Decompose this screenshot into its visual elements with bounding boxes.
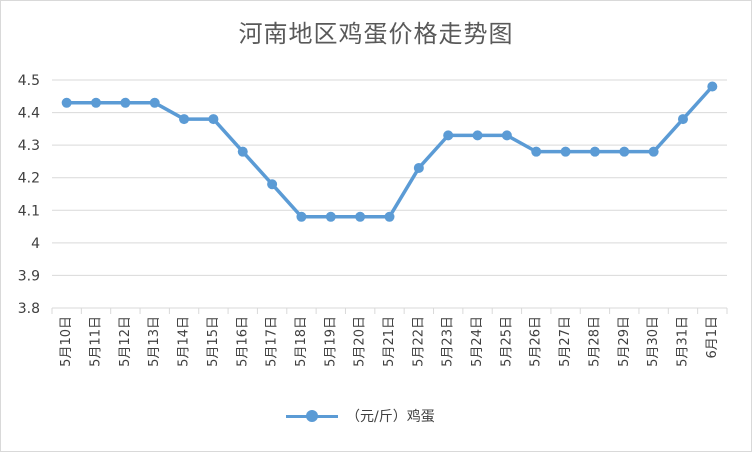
data-point [267,179,278,190]
data-point [208,114,219,125]
x-tick-label: 5月16日 [235,316,250,367]
data-point [91,97,102,108]
y-tick-label: 4.1 [18,203,40,219]
data-point [179,114,190,125]
data-point [149,97,160,108]
x-tick-label: 5月15日 [206,316,221,367]
data-point [560,146,571,157]
x-tick-label: 5月25日 [499,316,514,367]
y-tick-label: 3.8 [18,301,40,317]
x-tick-label: 5月23日 [441,316,456,367]
x-tick-label: 5月19日 [323,316,338,367]
x-tick-label: 5月12日 [118,316,133,367]
x-tick-label: 5月26日 [529,316,544,367]
y-tick-label: 4.2 [18,171,40,187]
data-point [707,81,718,92]
x-tick-label: 5月10日 [59,316,74,367]
x-tick-label: 5月29日 [617,316,632,367]
x-tick-label: 5月11日 [89,316,104,367]
x-tick-label: 5月17日 [265,316,280,367]
data-point [648,146,659,157]
y-tick-label: 4.5 [18,73,40,89]
x-tick-label: 5月28日 [587,316,602,367]
y-tick-label: 4.4 [18,106,40,122]
data-point [237,146,248,157]
x-tick-label: 5月31日 [675,316,690,367]
data-point [501,130,512,141]
x-tick-label: 5月20日 [353,316,368,367]
data-point [619,146,630,157]
y-tick-label: 4 [31,236,40,252]
chart-title: 河南地区鸡蛋价格走势图 [238,20,514,48]
data-point [120,97,131,108]
y-tick-label: 3.9 [18,268,40,284]
data-point [325,211,336,222]
x-tick-label: 5月14日 [177,316,192,367]
data-point [589,146,600,157]
data-point [443,130,454,141]
legend: （元/斤）鸡蛋 [286,406,435,426]
x-tick-label: 5月24日 [470,316,485,367]
data-point [296,211,307,222]
data-point [61,97,72,108]
x-tick-label: 5月27日 [558,316,573,367]
x-tick-label: 5月22日 [411,316,426,367]
data-point [677,114,688,125]
x-tick-label: 5月21日 [382,316,397,367]
series-line [66,85,714,219]
x-tick-label: 6月1日 [705,316,720,359]
y-tick-label: 4.3 [18,138,40,154]
legend-marker [286,409,338,422]
data-point [355,211,366,222]
x-tick-label: 5月18日 [294,316,309,367]
data-point [531,146,542,157]
x-tick-label: 5月30日 [646,316,661,367]
data-point [472,130,483,141]
data-point [384,211,395,222]
legend-label: （元/斤）鸡蛋 [346,409,435,425]
data-point [413,162,424,173]
x-tick-label: 5月13日 [147,316,162,367]
